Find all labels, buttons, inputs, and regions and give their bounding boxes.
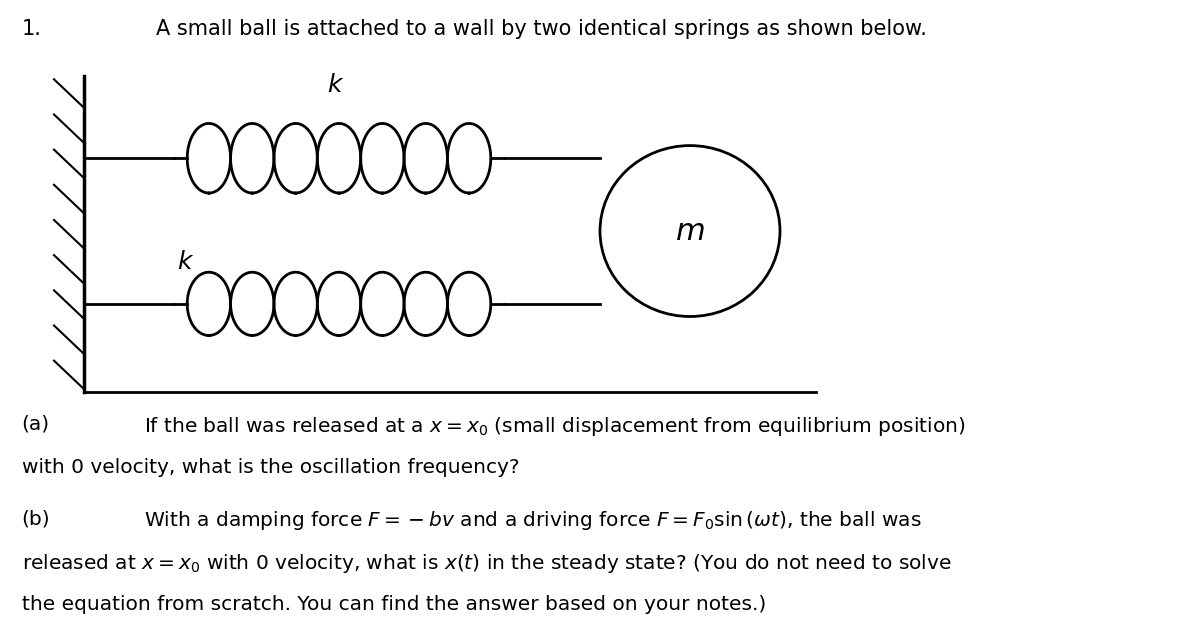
Text: $k$: $k$ [178,251,194,274]
Text: A small ball is attached to a wall by two identical springs as shown below.: A small ball is attached to a wall by tw… [156,19,926,39]
Text: $k$: $k$ [328,74,344,97]
Text: With a damping force $F = -bv$ and a driving force $F = F_0\mathrm{sin}\,(\omega: With a damping force $F = -bv$ and a dri… [144,510,922,532]
Text: If the ball was released at a $x = x_0$ (small displacement from equilibrium pos: If the ball was released at a $x = x_0$ … [144,415,966,437]
Text: (b): (b) [22,510,50,529]
Ellipse shape [600,146,780,316]
Text: 1.: 1. [22,19,42,39]
Text: with 0 velocity, what is the oscillation frequency?: with 0 velocity, what is the oscillation… [22,458,520,477]
Text: (a): (a) [22,415,49,434]
Text: released at $x = x_0$ with 0 velocity, what is $x(t)$ in the steady state? (You : released at $x = x_0$ with 0 velocity, w… [22,553,952,575]
Text: $m$: $m$ [676,216,704,246]
Text: the equation from scratch. You can find the answer based on your notes.): the equation from scratch. You can find … [22,596,766,615]
